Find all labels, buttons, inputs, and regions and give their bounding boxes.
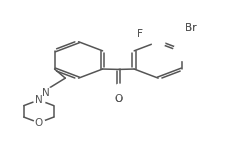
Text: O: O xyxy=(35,118,43,128)
Text: Br: Br xyxy=(185,23,196,33)
Text: N: N xyxy=(42,88,50,98)
Text: Br: Br xyxy=(185,23,196,33)
Text: F: F xyxy=(137,29,142,39)
Text: O: O xyxy=(115,94,123,104)
Text: N: N xyxy=(35,95,43,105)
Text: F: F xyxy=(137,29,142,39)
Text: O: O xyxy=(115,94,123,104)
Text: N: N xyxy=(42,88,50,98)
